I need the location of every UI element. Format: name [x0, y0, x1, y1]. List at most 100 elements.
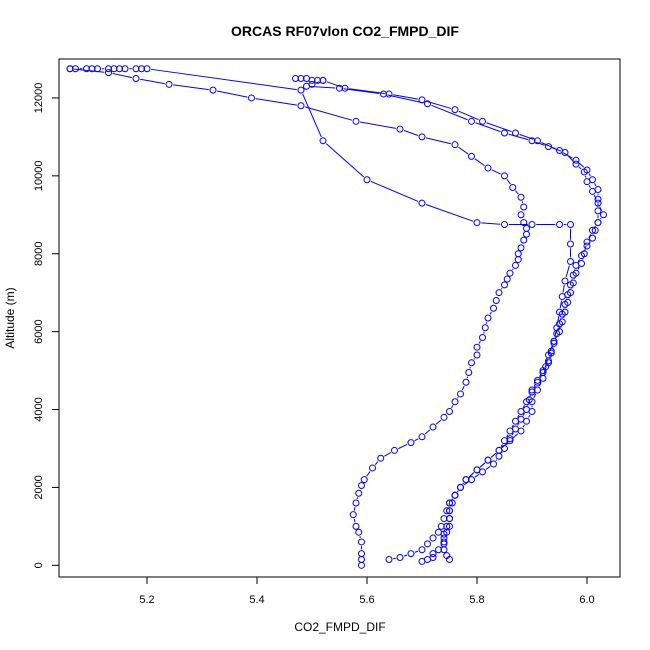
series-segment — [578, 166, 582, 170]
series-segment — [512, 268, 514, 271]
series-segment — [325, 143, 365, 178]
series-segment — [343, 88, 380, 94]
data-point — [534, 376, 541, 384]
series-segment — [544, 366, 547, 370]
data-point — [468, 152, 475, 160]
data-point — [567, 221, 574, 229]
data-point — [523, 224, 530, 232]
series-segment — [462, 482, 464, 485]
series-segment — [522, 412, 525, 416]
x-tick-label: 5.6 — [359, 594, 374, 606]
data-point — [443, 528, 451, 536]
series-2 — [66, 65, 574, 563]
series-segment — [501, 288, 503, 290]
data-point — [94, 65, 101, 73]
data-point — [501, 221, 508, 229]
series-segment — [600, 217, 602, 220]
series-segment — [578, 162, 585, 168]
data-point — [481, 324, 489, 332]
data-point — [352, 499, 360, 507]
data-point — [451, 398, 459, 406]
data-point — [556, 147, 563, 155]
y-tick-label: 8000 — [33, 241, 45, 265]
data-point — [358, 538, 365, 546]
series-segment — [506, 434, 509, 438]
data-point — [121, 65, 129, 73]
series-segment — [370, 180, 419, 202]
data-point — [465, 369, 473, 377]
data-point — [528, 386, 536, 394]
series-segment — [360, 121, 396, 129]
data-point — [495, 452, 503, 460]
y-tick-label: 4000 — [33, 397, 45, 421]
data-point — [457, 390, 464, 398]
series-segment — [535, 141, 545, 146]
series-segment — [457, 397, 459, 399]
data-point — [567, 281, 574, 289]
series-segment — [414, 438, 419, 442]
data-point — [495, 446, 503, 454]
data-point — [572, 156, 580, 164]
data-point — [352, 117, 360, 125]
data-point — [490, 460, 497, 468]
data-point — [501, 437, 508, 445]
data-point — [396, 125, 404, 133]
data-point — [545, 357, 552, 365]
data-point — [360, 476, 368, 484]
series-segment — [468, 472, 475, 478]
data-point — [517, 244, 525, 252]
data-point — [407, 439, 415, 447]
data-point — [517, 193, 525, 201]
series-segment — [559, 300, 563, 309]
series-segment — [508, 133, 529, 141]
data-point — [424, 100, 431, 108]
data-point — [501, 129, 508, 137]
data-point — [583, 166, 591, 174]
data-point — [558, 310, 566, 318]
data-point — [209, 86, 217, 94]
plot-frame — [58, 58, 621, 578]
x-tick-label: 5.2 — [139, 594, 154, 606]
series-segment — [562, 285, 565, 293]
data-point — [473, 219, 481, 227]
data-point — [514, 256, 522, 264]
data-point — [534, 378, 541, 386]
data-point — [319, 137, 327, 145]
series-segment — [475, 122, 501, 133]
data-point — [303, 82, 310, 90]
x-tick-label: 6.0 — [579, 594, 594, 606]
series-segment — [353, 518, 356, 523]
data-point — [589, 176, 596, 184]
data-point — [572, 261, 580, 269]
series-segment — [255, 98, 297, 106]
data-point — [564, 291, 572, 299]
data-point — [369, 464, 376, 472]
data-point — [473, 466, 481, 474]
data-point — [443, 507, 451, 515]
data-point — [479, 117, 486, 125]
series-segment — [500, 444, 503, 448]
data-point — [484, 164, 492, 172]
series-segment — [515, 190, 519, 195]
series-segment — [431, 104, 468, 121]
data-point — [479, 333, 486, 341]
data-point — [520, 219, 528, 227]
data-point — [514, 250, 522, 258]
data-point — [468, 359, 475, 367]
data-point — [468, 117, 475, 125]
series-segment — [588, 173, 591, 177]
series-segment — [481, 222, 501, 225]
y-tick-label: 10000 — [33, 161, 45, 192]
series-segment — [366, 471, 371, 477]
data-point — [528, 221, 536, 229]
data-point — [385, 90, 393, 98]
series-3 — [292, 74, 607, 565]
data-point — [517, 407, 525, 415]
data-point — [418, 96, 426, 104]
series-segment — [112, 73, 132, 79]
data-point — [594, 207, 602, 215]
data-point — [594, 195, 602, 203]
series-segment — [588, 185, 591, 189]
series-segment — [446, 529, 448, 532]
data-point — [297, 102, 305, 110]
